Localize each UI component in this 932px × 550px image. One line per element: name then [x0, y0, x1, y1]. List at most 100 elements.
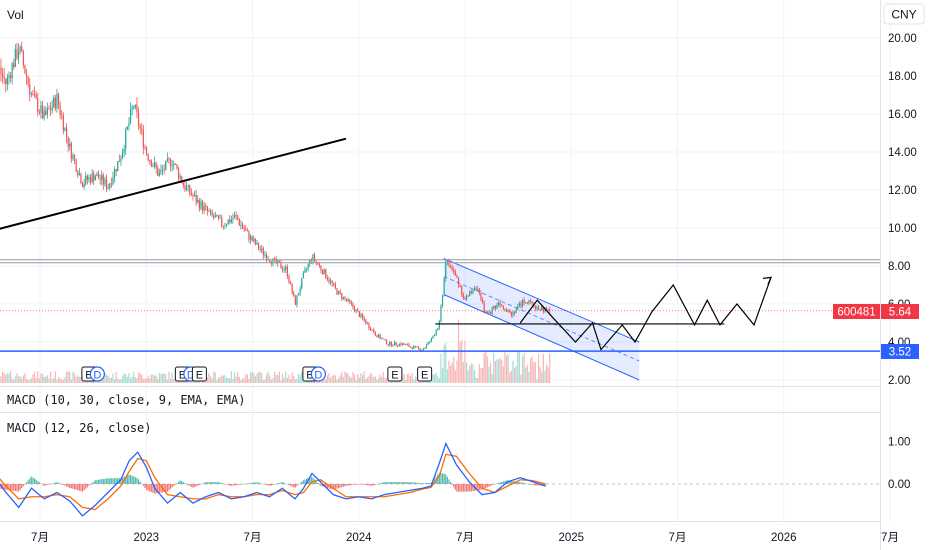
- volume-bar: [523, 353, 525, 383]
- macd-histogram-bar: [462, 484, 464, 492]
- horizontal-levels[interactable]: [0, 259, 880, 352]
- volume-bar: [53, 377, 55, 383]
- volume-bar: [401, 377, 404, 383]
- candle-body: [390, 342, 392, 346]
- candle-body: [462, 294, 464, 299]
- macd-histogram-bar: [491, 484, 493, 486]
- event-label: D: [187, 370, 195, 382]
- macd-histogram-bar: [414, 482, 416, 484]
- candle-body: [328, 279, 330, 282]
- macd-histogram-bar: [259, 483, 261, 484]
- volume-bar: [277, 374, 279, 383]
- candle-body: [275, 258, 277, 264]
- volume-bar: [496, 359, 498, 383]
- volume-bar: [355, 379, 357, 383]
- volume-bar: [488, 366, 490, 383]
- currency-button[interactable]: [883, 3, 925, 25]
- macd-histogram-bar: [149, 484, 151, 492]
- candle-body: [27, 77, 29, 85]
- price-axis[interactable]: 2.004.006.008.0010.0012.0014.0016.0018.0…: [888, 33, 917, 387]
- macd-histogram-bar: [531, 484, 533, 485]
- candle-body: [296, 295, 298, 305]
- volume-bar: [208, 372, 210, 383]
- volume-bar: [142, 378, 144, 383]
- time-axis[interactable]: 7月 2023 7月 2024 7月 2025 7月 2026 7月: [31, 532, 899, 544]
- volume-bar: [233, 372, 236, 383]
- volume-bar: [289, 379, 292, 383]
- candle-body: [136, 104, 138, 113]
- candle-body: [38, 111, 40, 113]
- candle-body: [201, 201, 204, 211]
- macd-histogram-bar: [411, 482, 413, 484]
- macd-histogram-bar: [216, 482, 218, 484]
- macd-histogram-bar: [115, 478, 117, 484]
- candle-body: [355, 309, 357, 312]
- candle-body: [83, 183, 85, 187]
- candle-body: [531, 301, 533, 304]
- volume-bar: [275, 374, 277, 383]
- macd-axis: 1.00 0.00: [888, 437, 910, 492]
- candle-body: [297, 293, 300, 296]
- drawn-annotations[interactable]: [0, 137, 772, 351]
- macd-histogram-bar: [341, 484, 343, 488]
- earnings-dividend-events[interactable]: EEEDEDEEDEE: [0, 366, 433, 382]
- volume-bar: [105, 374, 108, 383]
- macd-histogram-bar: [113, 478, 116, 484]
- volume-bar: [51, 379, 53, 383]
- macd-histogram-bar: [523, 483, 525, 484]
- volume-bar: [29, 379, 31, 383]
- candle-body: [341, 293, 343, 299]
- macd-histogram-bar: [112, 478, 114, 484]
- macd-histogram-bar: [397, 482, 399, 484]
- volume-bar: [209, 376, 212, 383]
- volume-bar: [17, 376, 20, 383]
- candle-body: [205, 205, 207, 207]
- macd-histogram-bar: [57, 482, 60, 484]
- volume-bar: [25, 379, 28, 383]
- volume-bar: [256, 373, 258, 383]
- macd-histogram-bar: [49, 484, 52, 485]
- volume-bar: [368, 376, 370, 383]
- macd-tick-label: 0.00: [888, 479, 910, 491]
- macd-histogram-bar: [390, 482, 392, 484]
- macd-histogram-bar: [406, 482, 408, 484]
- volume-bar: [73, 373, 76, 383]
- macd-histogram-bar: [59, 483, 61, 485]
- candle-body: [22, 51, 24, 65]
- macd-histogram-bar: [33, 478, 36, 484]
- volume-bar: [35, 378, 37, 383]
- candle-body: [238, 219, 240, 226]
- volume-bar: [160, 374, 162, 383]
- volume-bar: [377, 378, 380, 383]
- volume-bar: [137, 372, 140, 383]
- macd-histogram-bar: [451, 484, 453, 485]
- macd-histogram-bar: [478, 484, 480, 491]
- macd-histogram-bar: [134, 477, 136, 484]
- candle-body: [269, 259, 271, 263]
- candle-body: [105, 179, 108, 189]
- macd-histogram-bar: [86, 484, 88, 488]
- volume-bar: [232, 378, 234, 383]
- macd-histogram-bar: [310, 476, 312, 484]
- volume-bar: [145, 378, 148, 383]
- macd-histogram-bar: [368, 484, 370, 486]
- macd-histogram-bar: [120, 478, 122, 484]
- symbol-tag-text: 600481: [837, 307, 875, 319]
- candle-body: [77, 171, 79, 176]
- event-label: E: [421, 370, 428, 382]
- volume-bar: [358, 377, 360, 383]
- descending-channel[interactable]: [443, 257, 640, 381]
- candle-body: [182, 182, 184, 185]
- candle-body: [86, 175, 88, 180]
- candle-body: [195, 194, 197, 203]
- macd-histogram-bar: [75, 484, 77, 490]
- macd-histogram-bar: [409, 482, 412, 484]
- candle-body: [101, 175, 103, 181]
- volume-bar: [541, 371, 543, 383]
- volume-bar: [360, 373, 362, 383]
- volume-bar: [509, 372, 511, 383]
- macd-histogram-bar: [70, 484, 72, 489]
- volume-bar: [376, 379, 378, 383]
- candle-body: [189, 185, 191, 194]
